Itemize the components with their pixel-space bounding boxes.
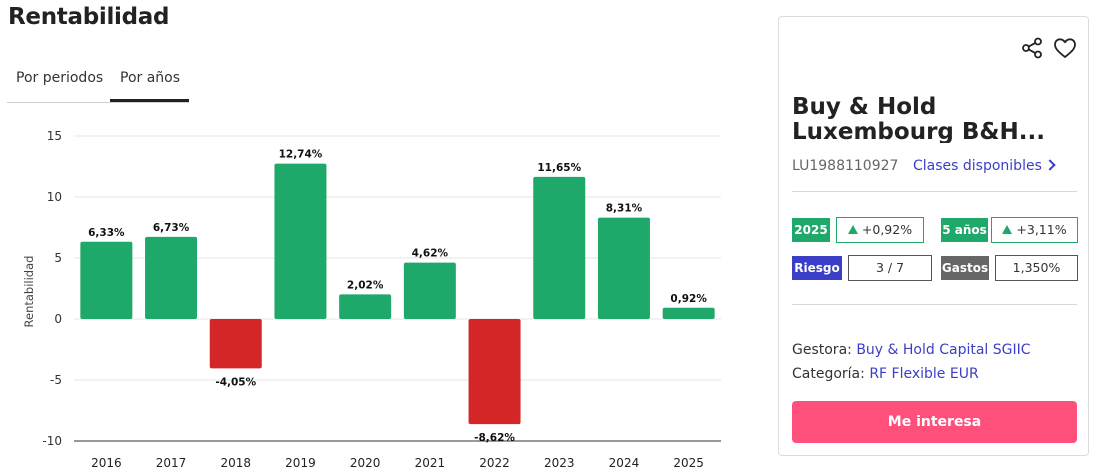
- risk-value: 3 / 7: [848, 255, 932, 281]
- manager-label: Gestora:: [792, 342, 852, 358]
- tab-por-anos[interactable]: Por años: [120, 70, 181, 86]
- x-tick-label: 2024: [609, 456, 640, 470]
- manager-row: Gestora: Buy & Hold Capital SGIIC: [792, 342, 1031, 358]
- active-tab-indicator: [110, 99, 189, 102]
- fund-name-line2: Luxembourg B&H...: [792, 120, 1045, 143]
- five-years-return-box: +3,11%: [991, 217, 1078, 243]
- bar: [597, 217, 650, 319]
- x-tick-label: 2020: [350, 456, 381, 470]
- tab-por-periodos[interactable]: Por periodos: [16, 70, 104, 86]
- heart-icon[interactable]: [1053, 37, 1077, 59]
- five-years-return-value: +3,11%: [1016, 222, 1067, 237]
- bar: [533, 176, 586, 319]
- x-tick-label: 2023: [544, 456, 575, 470]
- fund-name-line1: Buy & Hold: [792, 95, 937, 120]
- category-row: Categoría: RF Flexible EUR: [792, 366, 979, 382]
- x-tick-label: 2017: [156, 456, 187, 470]
- page-title: Rentabilidad: [8, 4, 170, 30]
- available-classes-label: Clases disponibles: [913, 158, 1042, 174]
- y-tick-label: 0: [54, 312, 62, 326]
- data-label: 6,73%: [153, 222, 190, 234]
- divider: [792, 191, 1077, 192]
- bar: [662, 307, 715, 319]
- x-tick-label: 2025: [673, 456, 704, 470]
- share-icon[interactable]: [1021, 37, 1043, 59]
- bar: [403, 262, 456, 319]
- x-tick-label: 2022: [479, 456, 510, 470]
- y-tick-label: 5: [54, 251, 62, 265]
- x-tick-label: 2016: [91, 456, 122, 470]
- x-tick-label: 2018: [220, 456, 251, 470]
- y-tick-label: -5: [50, 373, 62, 387]
- data-label: -8,62%: [474, 432, 515, 444]
- y-tick-label: 10: [47, 190, 62, 204]
- data-label: 4,62%: [412, 248, 449, 260]
- data-label: 2,02%: [347, 279, 384, 291]
- y-tick-label: 15: [47, 129, 62, 143]
- returns-bar-chart: -10 -5 0 5 10 15 Rentabilidad 6,33% 2016 6,73% 201…: [22, 129, 721, 470]
- tabs-bar: Por periodos Por años: [7, 64, 189, 103]
- year-return-value: +0,92%: [861, 222, 913, 237]
- bar: [274, 163, 327, 319]
- fund-isin: LU1988110927: [792, 158, 899, 174]
- divider: [792, 304, 1077, 305]
- data-label: 12,74%: [279, 149, 323, 161]
- risk-badge: Riesgo: [792, 256, 842, 280]
- year-return-box: +0,92%: [836, 217, 924, 243]
- available-classes-link[interactable]: Clases disponibles: [913, 158, 1056, 174]
- fund-name: Buy & Hold Luxembourg B&H...: [792, 95, 1076, 143]
- bar: [80, 241, 133, 319]
- bar: [468, 319, 521, 425]
- x-tick-label: 2021: [415, 456, 446, 470]
- bar: [209, 319, 262, 369]
- x-tick-label: 2019: [285, 456, 316, 470]
- chevron-right-icon: [1044, 159, 1056, 171]
- bar: [339, 294, 392, 319]
- triangle-up-icon: [847, 225, 858, 234]
- data-label: 11,65%: [537, 162, 581, 174]
- data-label: 0,92%: [670, 293, 707, 305]
- year-badge: 2025: [792, 218, 830, 242]
- triangle-up-icon: [1002, 225, 1013, 234]
- expenses-value: 1,350%: [995, 255, 1078, 281]
- data-label: -4,05%: [215, 376, 256, 388]
- manager-link[interactable]: Buy & Hold Capital SGIIC: [856, 342, 1031, 358]
- y-axis-label: Rentabilidad: [22, 256, 36, 328]
- expenses-badge: Gastos: [941, 256, 989, 280]
- data-label: 6,33%: [88, 227, 125, 239]
- bar: [145, 236, 198, 319]
- category-link[interactable]: RF Flexible EUR: [869, 366, 979, 382]
- y-tick-label: -10: [42, 434, 62, 448]
- category-label: Categoría:: [792, 366, 865, 382]
- five-years-badge: 5 años: [941, 218, 988, 242]
- me-interesa-button[interactable]: Me interesa: [792, 401, 1077, 443]
- fund-card: Buy & Hold Luxembourg B&H... LU198811092…: [778, 16, 1089, 456]
- data-label: 8,31%: [606, 203, 643, 215]
